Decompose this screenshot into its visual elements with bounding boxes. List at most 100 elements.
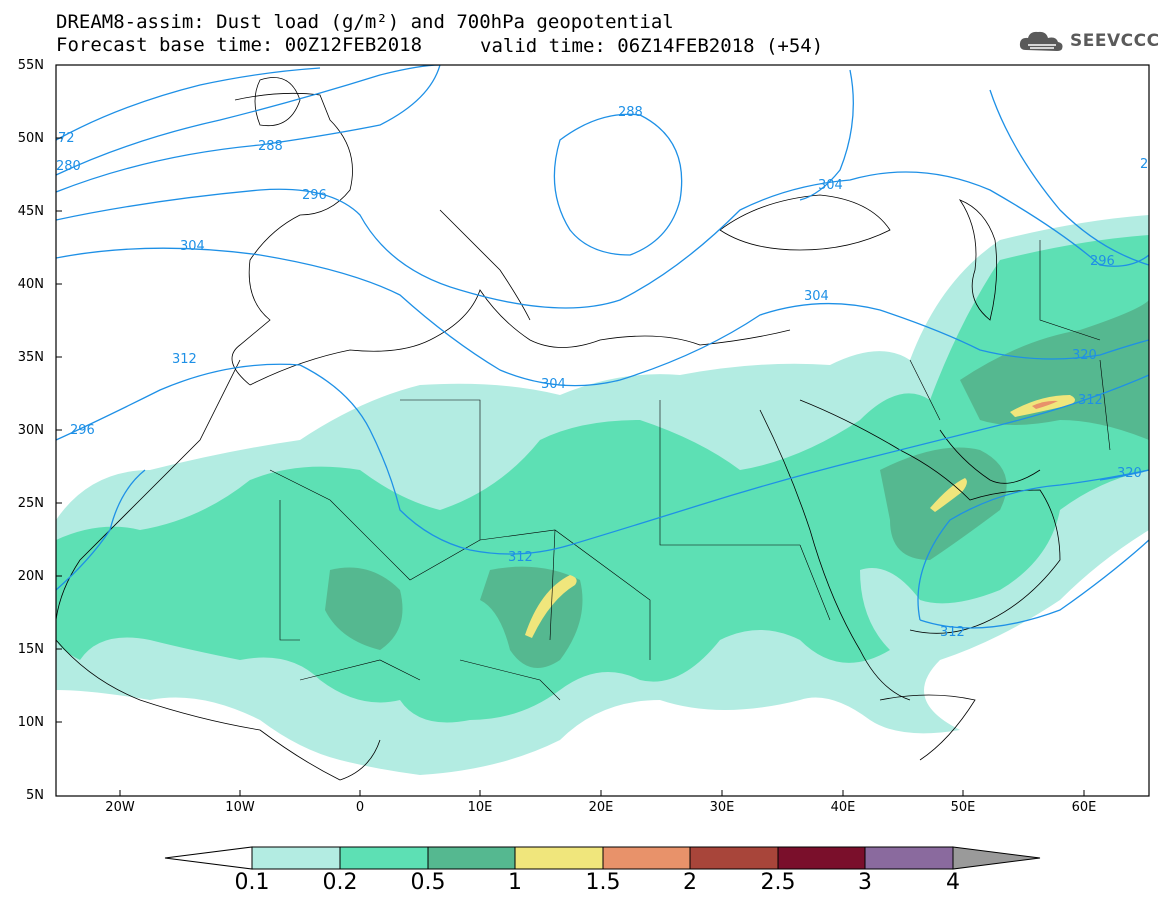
colorbar-label: 2.5 (760, 870, 796, 895)
colorbar-swatch (427, 846, 516, 870)
lat-label: 5N (26, 788, 44, 803)
contour-label: 2 (1140, 157, 1148, 172)
contour-288 (56, 65, 441, 193)
valid-time: valid time: 06Z14FEB2018 (+54) (480, 35, 824, 57)
contour-label: 312 (172, 352, 197, 367)
coastline-italy (439, 209, 531, 321)
contour-296 (56, 171, 1149, 309)
contour-label: 296 (302, 188, 327, 203)
colorbar-label: 3 (858, 870, 872, 895)
contour-label: 304 (541, 377, 566, 392)
contour-312-west (56, 469, 146, 591)
coastlines (56, 77, 1061, 781)
colorbar-label: 2 (683, 870, 697, 895)
lon-label: 50E (950, 800, 976, 815)
contour-304 (56, 247, 1149, 387)
lat-label: 30N (17, 423, 44, 438)
colorbar-label: 1.5 (585, 870, 621, 895)
lon-label: 20W (105, 800, 135, 815)
colorbar-swatch (864, 846, 954, 870)
contour-280 (56, 65, 441, 176)
contour-label: 288 (258, 139, 283, 154)
dust-region-high-2 (930, 478, 967, 512)
lon-label: 10E (467, 800, 493, 815)
contour-label: 304 (804, 289, 829, 304)
lat-label: 10N (17, 715, 44, 730)
coastline-uk (254, 77, 301, 127)
seevccc-logo: SEEVCCC (1018, 28, 1160, 54)
contour-288-east (799, 69, 854, 201)
contour-label: 72 (58, 131, 75, 146)
coastline-black-sea (719, 194, 891, 251)
lon-label: 30E (709, 800, 735, 815)
contour-label: 312 (508, 550, 533, 565)
contour-label: 304 (818, 178, 843, 193)
country-borders (269, 240, 1111, 701)
coastline-africa-north (56, 359, 241, 621)
lat-label: 50N (17, 131, 44, 146)
coastline-iberia-med (249, 289, 791, 386)
colorbar-swatch (602, 846, 691, 870)
lon-label: 40E (830, 800, 856, 815)
contour-label: 304 (180, 239, 205, 254)
axis-ticks (56, 137, 1085, 796)
dust-region-peak (1032, 400, 1058, 409)
lon-label: 10W (225, 800, 255, 815)
lon-label: 20E (588, 800, 614, 815)
contour-label: 280 (56, 159, 81, 174)
lon-label: 60E (1071, 800, 1097, 815)
cloud-logo-icon (1019, 31, 1063, 51)
coastline-arabia (799, 399, 1061, 634)
dust-region-high-1 (525, 575, 577, 638)
colorbar-label: 0.1 (234, 870, 270, 895)
contour-labels: 72 280 288 296 304 312 296 288 304 296 3… (56, 105, 1148, 640)
coastline-europe (231, 92, 353, 386)
colorbar-high-arrow (952, 846, 1041, 870)
contour-label: 312 (1078, 393, 1103, 408)
lat-label: 40N (17, 277, 44, 292)
lat-label: 55N (17, 58, 44, 73)
lat-label: 25N (17, 496, 44, 511)
colorbar-label: 0.5 (410, 870, 446, 895)
colorbar-label: 4 (946, 870, 960, 895)
lat-label: 45N (17, 204, 44, 219)
colorbar-low-arrow (164, 846, 253, 870)
colorbar-swatch (339, 846, 429, 870)
contour-288-closed (553, 113, 683, 256)
colorbar-swatch (251, 846, 341, 870)
coastline-caspian (958, 199, 998, 321)
contour-312 (56, 363, 1149, 555)
dust-region-dense-1 (325, 567, 403, 650)
contour-272 (56, 67, 321, 141)
contour-label: 320 (1072, 348, 1097, 363)
map-title: DREAM8-assim: Dust load (g/m²) and 700hP… (56, 11, 674, 33)
dust-region-dense-4 (960, 300, 1149, 440)
contour-upper-right (989, 89, 1149, 266)
colorbar-swatch (689, 846, 779, 870)
colorbar (164, 846, 1041, 870)
contour-label: 312 (940, 625, 965, 640)
coastline-west-africa (56, 639, 381, 781)
contour-label: 296 (70, 423, 95, 438)
contour-320-arc (917, 469, 1149, 621)
lat-label: 15N (17, 642, 44, 657)
geopotential-contours (56, 65, 1149, 629)
coastline-gulf (939, 429, 1041, 484)
dust-field (56, 215, 1149, 775)
colorbar-label: 0.2 (322, 870, 358, 895)
lon-label: 0 (355, 800, 365, 815)
contour-label: 320 (1117, 466, 1142, 481)
forecast-base-time: Forecast base time: 00Z12FEB2018 (56, 34, 423, 56)
colorbar-swatch (514, 846, 604, 870)
contour-320 (919, 539, 1149, 629)
contour-label: 288 (618, 105, 643, 120)
contour-label: 296 (1090, 254, 1115, 269)
coastline-red-sea (759, 409, 911, 701)
lat-label: 35N (17, 350, 44, 365)
logo-text: SEEVCCC (1070, 31, 1160, 51)
coastline-horn (879, 694, 976, 761)
colorbar-label: 1 (508, 870, 522, 895)
colorbar-swatch (777, 846, 866, 870)
lat-label: 20N (17, 569, 44, 584)
